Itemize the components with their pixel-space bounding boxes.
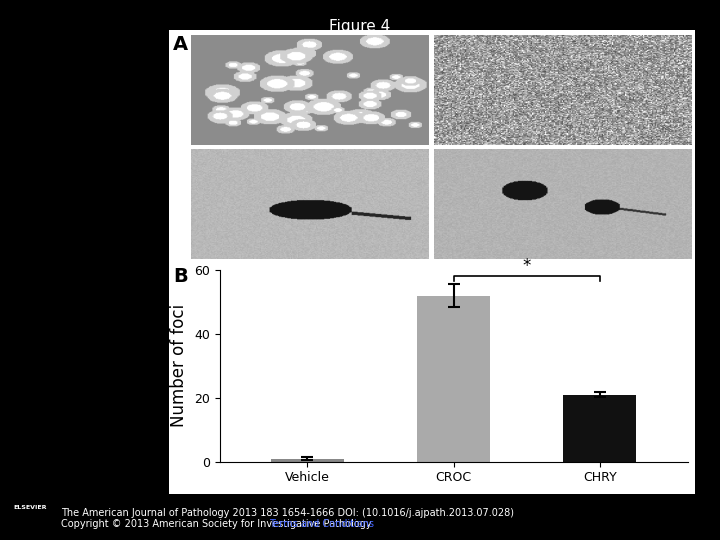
- Text: B: B: [173, 267, 187, 286]
- Bar: [563, 395, 636, 462]
- Text: Figure 4: Figure 4: [329, 19, 391, 34]
- Text: Copyright © 2013 American Society for Investigative Pathology: Copyright © 2013 American Society for In…: [61, 519, 375, 530]
- Text: Terms and Conditions: Terms and Conditions: [269, 519, 374, 530]
- Text: *: *: [523, 258, 531, 275]
- Y-axis label: Number of foci: Number of foci: [171, 304, 189, 428]
- Text: The American Journal of Pathology 2013 183 1654-1666 DOI: (10.1016/j.ajpath.2013: The American Journal of Pathology 2013 1…: [61, 508, 514, 518]
- Bar: [271, 458, 344, 462]
- Bar: [417, 295, 490, 462]
- Text: ELSEVIER: ELSEVIER: [14, 505, 47, 510]
- Text: A: A: [173, 35, 188, 54]
